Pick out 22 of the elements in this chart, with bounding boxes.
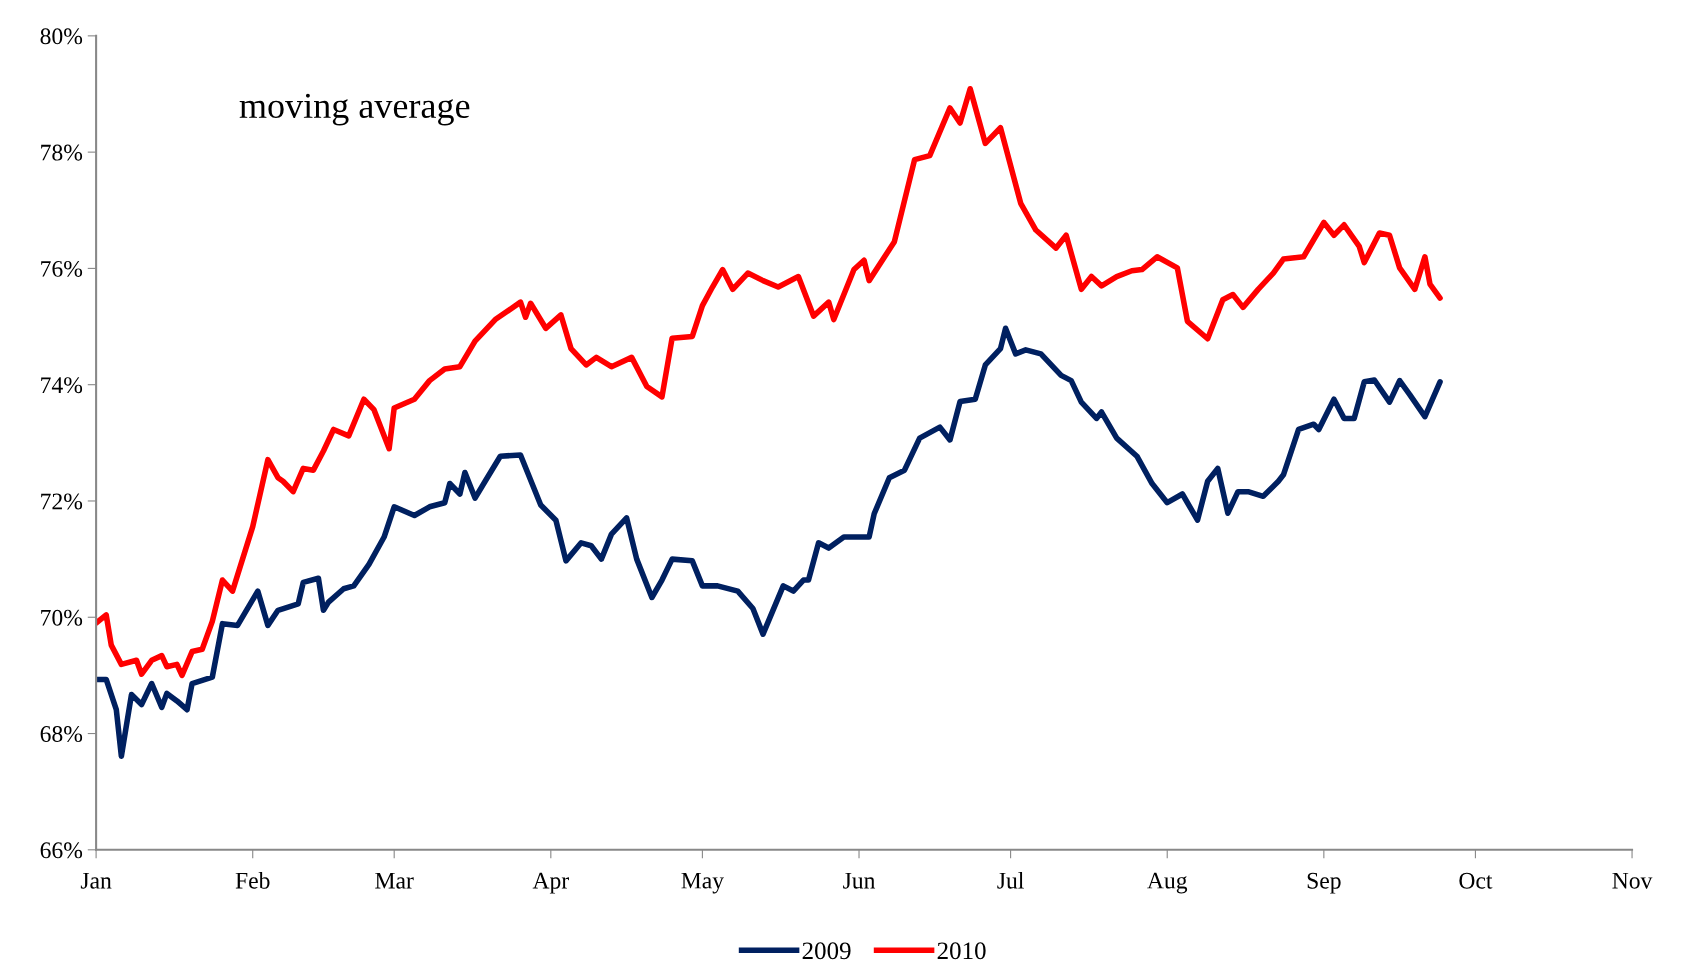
y-tick-label: 66% (40, 842, 83, 859)
annotation: moving average (239, 93, 470, 126)
y-tick-label: 80% (40, 28, 83, 45)
y-tick-label: 76% (41, 260, 83, 277)
x-tick-label: Oct (1459, 872, 1493, 889)
x-tick-label: Feb (235, 872, 270, 889)
x-tick-label: Mar (375, 872, 414, 889)
y-tick-label: 70% (41, 609, 83, 626)
x-tick-label: May (681, 872, 724, 894)
x-tick-label: Nov (1612, 872, 1653, 889)
legend-label: 2010 (937, 942, 986, 960)
x-tick-label: Sep (1307, 872, 1341, 894)
y-tick-label: 72% (41, 493, 83, 510)
x-tick-label: Jun (843, 872, 876, 889)
y-tick-label: 78% (41, 144, 83, 161)
legend-label: 2009 (802, 942, 851, 960)
y-tick-label: 74% (41, 377, 83, 394)
x-tick-label: Apr (532, 872, 569, 894)
x-tick-label: Jan (80, 872, 112, 889)
x-tick-label: Jul (997, 872, 1024, 889)
y-tick-label: 68% (40, 726, 83, 743)
x-tick-label: Aug (1147, 872, 1188, 894)
